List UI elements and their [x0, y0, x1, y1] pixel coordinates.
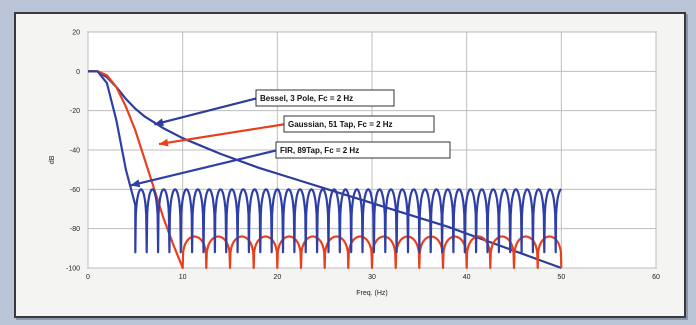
annotation-arrowhead	[154, 118, 164, 127]
axes: 0 10 20 30 40 50 60 20 0 -20 -40 -60 -80 -100	[66, 30, 660, 282]
x-axis-label: Freq. (Hz)	[356, 290, 388, 297]
annotation-box	[255, 89, 395, 107]
annotation-arrowhead	[130, 179, 141, 188]
x-tick-label: 0	[86, 274, 90, 281]
annotation-label: Bessel, 3 Pole, Fc = 2 Hz	[260, 94, 353, 103]
y-tick-label: 20	[72, 30, 80, 37]
annotation-arrow-line	[130, 148, 279, 187]
annotation-arrow-line	[158, 122, 287, 146]
chart-svg: 0 10 20 30 40 50 60 20 0 -20 -40 -60 -80 -100 Bessel,…	[49, 30, 660, 298]
y-tick-label: -20	[70, 108, 80, 115]
annotation-arrow-line	[153, 96, 259, 126]
y-tick-label: -60	[70, 187, 80, 194]
y-tick-label: -100	[66, 266, 80, 273]
annotation-arrowhead	[159, 138, 169, 147]
annotation-box	[283, 115, 435, 133]
annotation-label: Gaussian, 51 Tap, Fc = 2 Hz	[288, 120, 393, 129]
annotation-2: FIR, 89Tap, Fc = 2 Hz	[130, 141, 451, 188]
series-layer	[88, 70, 563, 270]
x-tick-label: 60	[652, 274, 660, 281]
annotations: Bessel, 3 Pole, Fc = 2 Hz Gaussian, 51 Ta…	[130, 89, 451, 188]
y-tick-label: 0	[76, 69, 80, 76]
series-line-2	[88, 70, 562, 254]
annotation-label: FIR, 89Tap, Fc = 2 Hz	[280, 146, 359, 155]
chart-figure: 0 10 20 30 40 50 60 20 0 -20 -40 -60 -80 -100 Bessel,…	[14, 12, 686, 318]
x-tick-label: 10	[179, 274, 187, 281]
series-line-1	[88, 70, 563, 270]
x-tick-label: 50	[557, 274, 565, 281]
y-tick-label: -40	[70, 148, 80, 155]
x-tick-label: 40	[463, 274, 471, 281]
x-tick-label: 30	[368, 274, 376, 281]
annotation-0: Bessel, 3 Pole, Fc = 2 Hz	[153, 89, 395, 127]
annotation-box	[275, 141, 451, 159]
annotation-1: Gaussian, 51 Tap, Fc = 2 Hz	[158, 115, 435, 147]
grid	[87, 31, 657, 269]
x-tick-label: 20	[273, 274, 281, 281]
y-axis-label: dB	[49, 155, 56, 164]
y-tick-label: -80	[70, 226, 80, 233]
